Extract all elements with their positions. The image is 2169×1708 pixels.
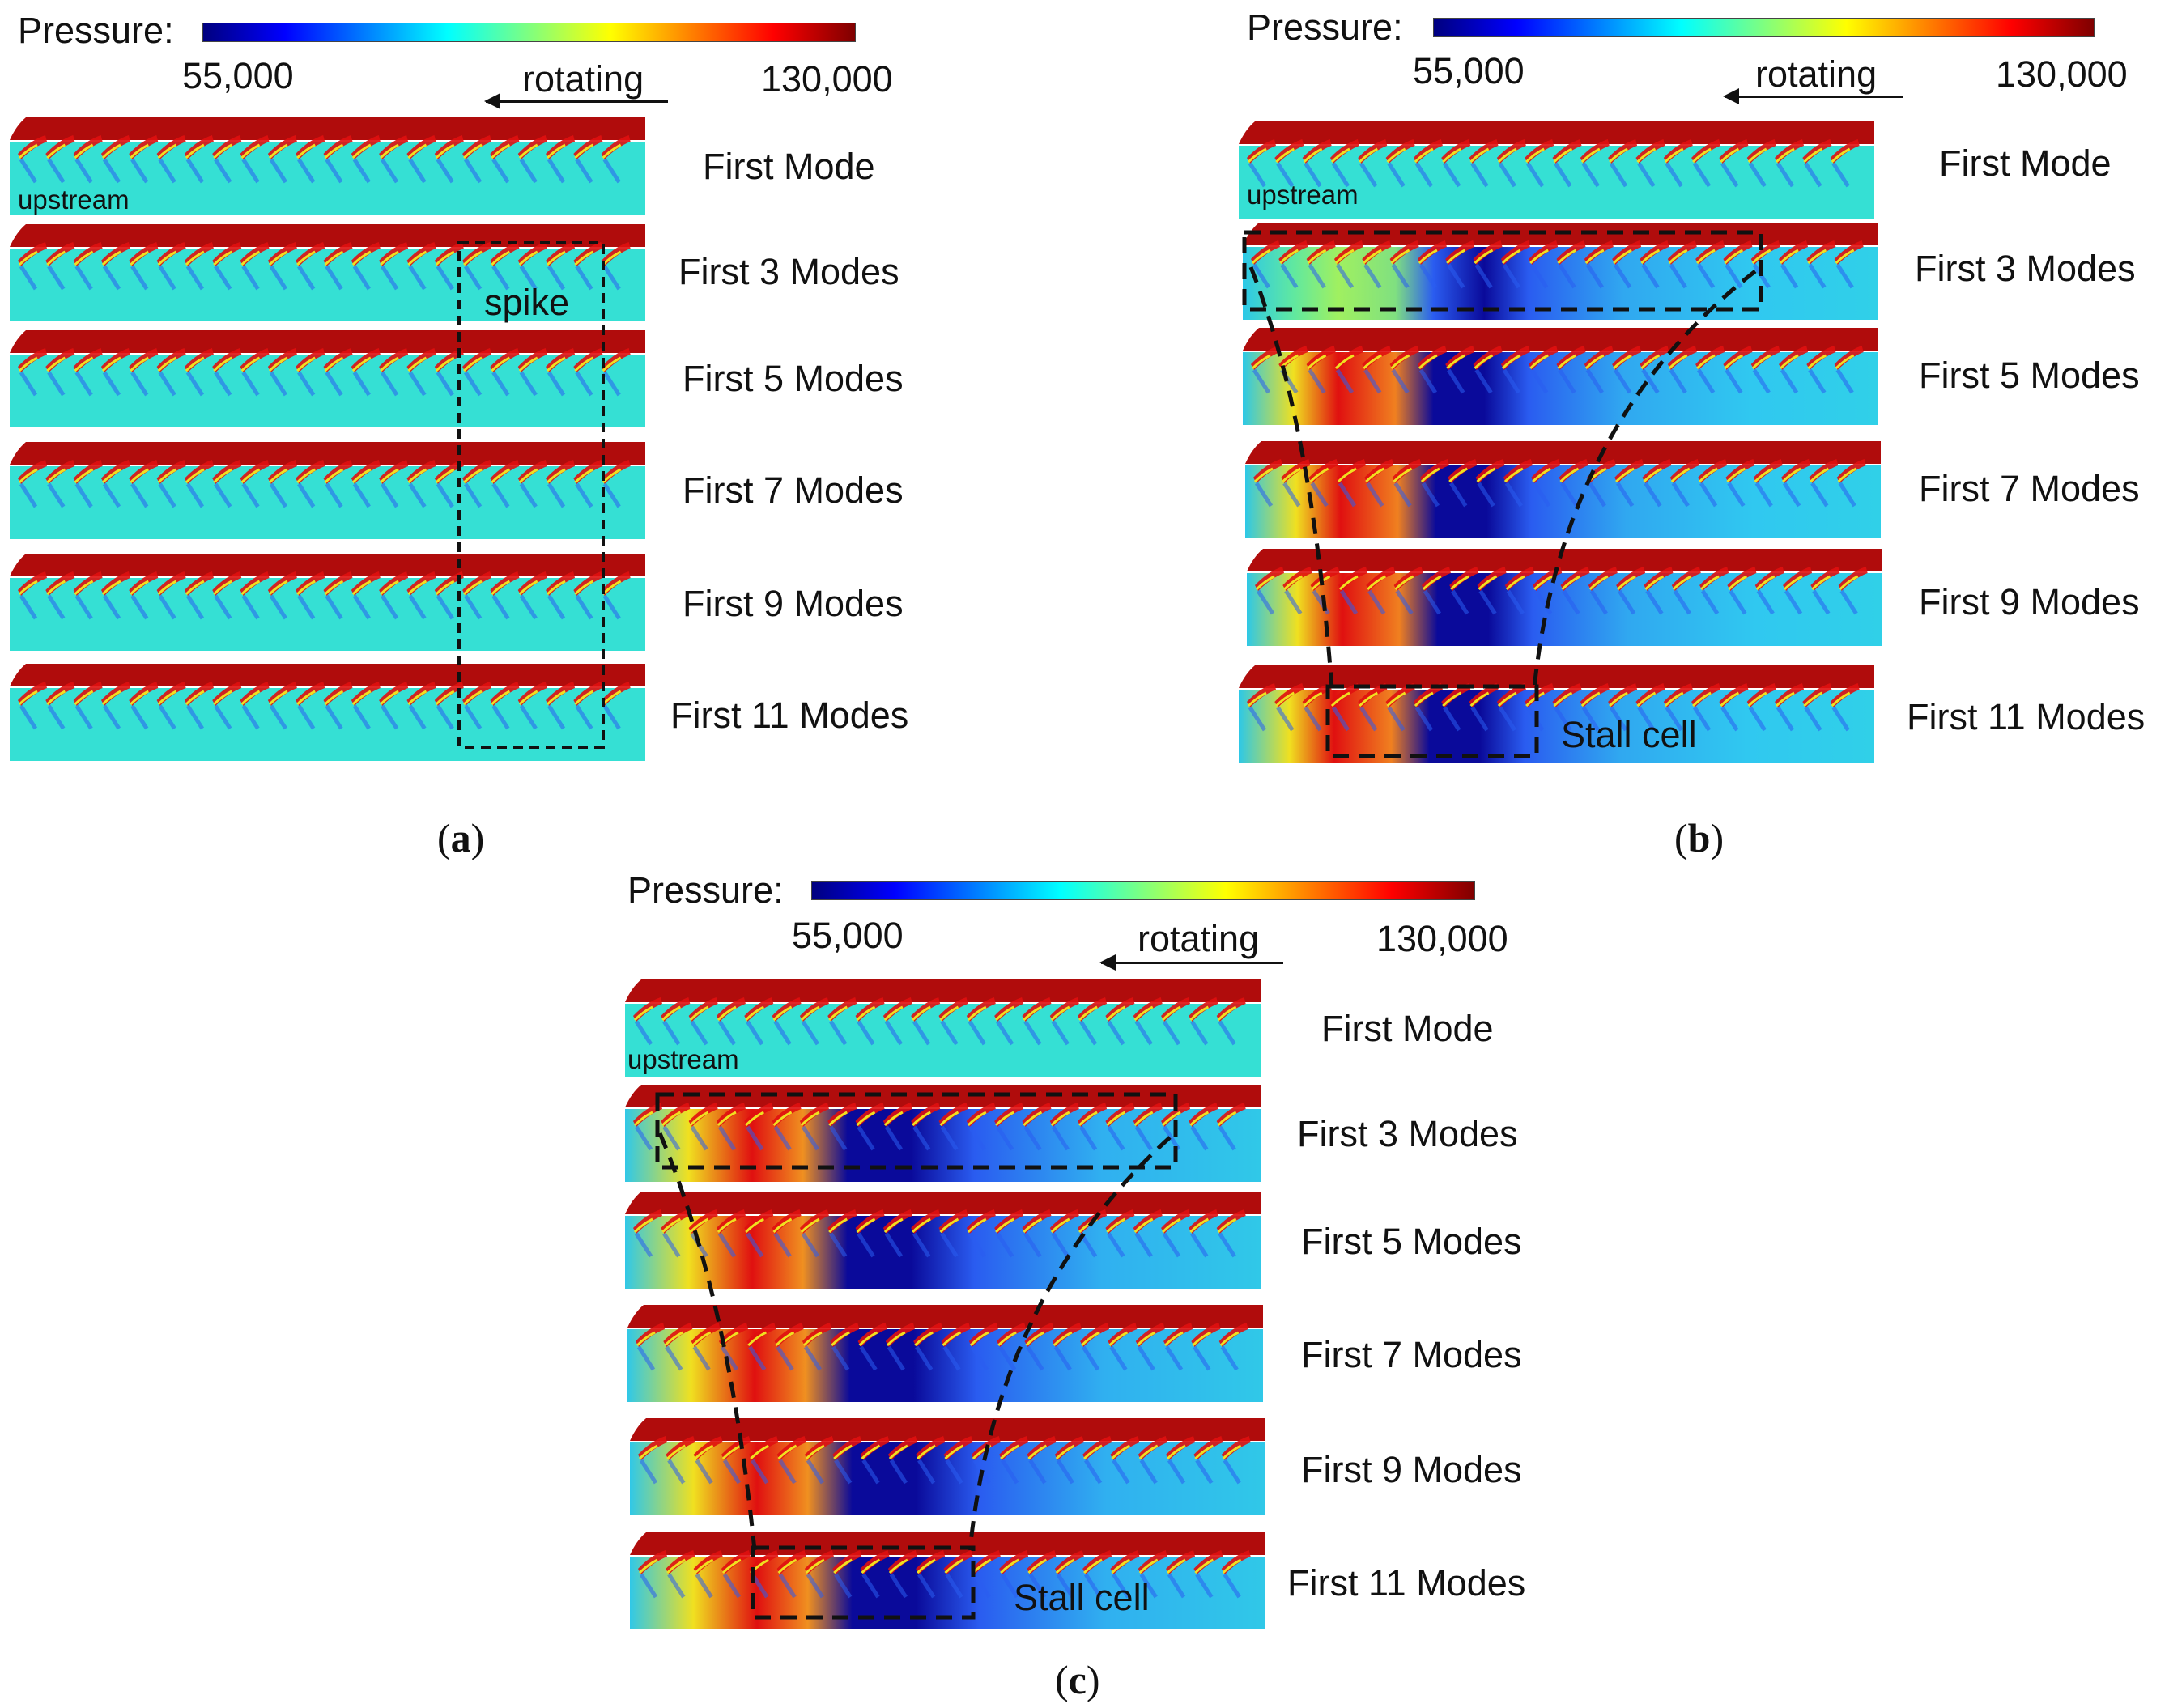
stall-cell-label: Stall cell <box>1561 714 1697 755</box>
colorbar-max: 130,000 <box>761 58 893 100</box>
row-label-first-11-modes: First 11 Modes <box>670 695 909 736</box>
colorbar <box>1433 18 2095 37</box>
row-label-first-mode: First Mode <box>1939 142 2112 184</box>
row-label-first-3-modes: First 3 Modes <box>1297 1113 1518 1154</box>
contour-strip <box>630 1418 1265 1515</box>
colorbar <box>811 881 1475 900</box>
upstream-label: upstream <box>18 185 130 215</box>
contour-strip <box>10 554 645 651</box>
stall-cell-label: Stall cell <box>1014 1577 1150 1618</box>
contour-strip <box>630 1532 1265 1629</box>
rotating-arrow-icon <box>484 93 668 109</box>
rotating-label: rotating <box>522 58 644 100</box>
row-label-first-3-modes: First 3 Modes <box>678 251 899 292</box>
colorbar-label: Pressure: <box>627 869 784 911</box>
colorbar-min: 55,000 <box>182 55 294 96</box>
colorbar-label: Pressure: <box>18 10 174 51</box>
row-label-first-5-modes: First 5 Modes <box>1919 355 2140 396</box>
row-label-first-11-modes: First 11 Modes <box>1907 696 2146 737</box>
row-label-first-7-modes: First 7 Modes <box>1919 468 2140 509</box>
contour-strip <box>1243 223 1878 320</box>
contour-strip <box>627 1305 1263 1402</box>
row-label-first-mode: First Mode <box>703 146 875 187</box>
contour-strip <box>10 117 645 215</box>
row-label-first-9-modes: First 9 Modes <box>683 583 904 624</box>
row-label-first-9-modes: First 9 Modes <box>1919 581 2140 622</box>
colorbar-max: 130,000 <box>1996 53 2128 95</box>
colorbar-max: 130,000 <box>1376 918 1508 959</box>
colorbar-min: 55,000 <box>792 915 904 956</box>
caption-a: (a) <box>437 815 485 860</box>
upstream-label: upstream <box>1247 180 1359 210</box>
contour-strip <box>1245 441 1881 538</box>
row-label-first-mode: First Mode <box>1321 1008 1494 1049</box>
row-label-first-11-modes: First 11 Modes <box>1287 1562 1526 1604</box>
row-label-first-7-modes: First 7 Modes <box>1301 1334 1522 1375</box>
contour-strip <box>625 1192 1261 1289</box>
spike-label: spike <box>484 282 570 323</box>
row-label-first-9-modes: First 9 Modes <box>1301 1449 1522 1490</box>
upstream-label: upstream <box>627 1044 739 1074</box>
contour-strip <box>1243 328 1878 425</box>
contour-strip <box>10 442 645 539</box>
rotating-arrow-icon <box>1099 954 1283 971</box>
rotating-arrow-icon <box>1723 88 1903 104</box>
contour-strip <box>1239 121 1874 219</box>
colorbar-min: 55,000 <box>1413 50 1525 91</box>
rotating-label: rotating <box>1755 53 1878 95</box>
caption-b: (b) <box>1674 815 1725 860</box>
row-label-first-7-modes: First 7 Modes <box>683 469 904 511</box>
caption-c: (c) <box>1055 1657 1100 1702</box>
contour-strip <box>1247 549 1882 646</box>
contour-strip <box>1239 665 1874 763</box>
colorbar <box>202 23 856 42</box>
rotating-label: rotating <box>1138 918 1260 959</box>
row-label-first-5-modes: First 5 Modes <box>1301 1221 1522 1262</box>
contour-strip <box>10 330 645 427</box>
colorbar-label: Pressure: <box>1247 6 1403 48</box>
row-label-first-3-modes: First 3 Modes <box>1915 248 2136 289</box>
contour-strip <box>625 979 1261 1077</box>
contour-strip <box>625 1085 1261 1182</box>
contour-strip <box>10 664 645 761</box>
row-label-first-5-modes: First 5 Modes <box>683 358 904 399</box>
